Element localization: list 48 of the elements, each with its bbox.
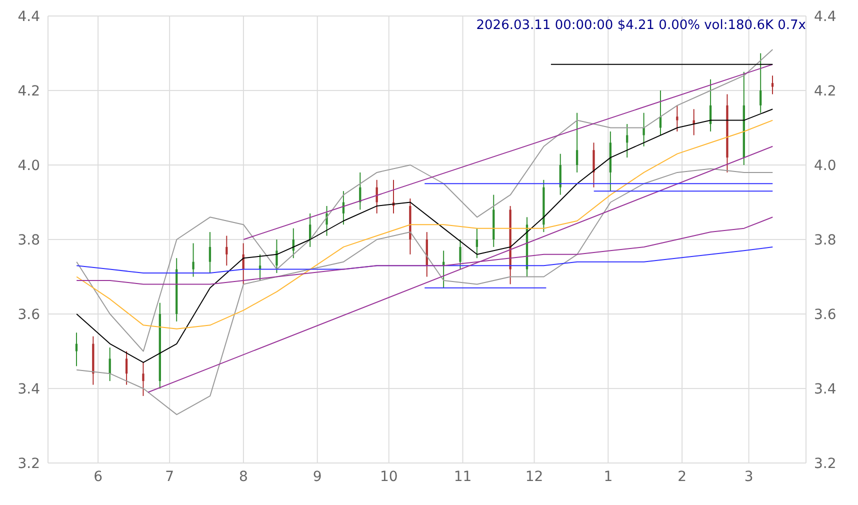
y-tick-label: 3.4 <box>18 381 40 398</box>
candlestick <box>576 112 578 173</box>
candlestick <box>125 350 128 386</box>
x-tick-label: 8 <box>239 468 248 485</box>
candlestick <box>459 239 462 270</box>
y-tick-label: 4.4 <box>18 8 40 25</box>
x-tick-label: 9 <box>312 468 322 485</box>
x-tick-label: 6 <box>94 468 103 485</box>
y-tick-label: 3.6 <box>18 306 40 323</box>
candlestick <box>642 112 645 147</box>
x-tick-label: 1 <box>604 468 613 485</box>
x-tick-label: 2 <box>678 468 687 485</box>
candlestick <box>592 142 595 188</box>
y2-tick-label: 3.8 <box>814 232 836 248</box>
x-tick-label: 11 <box>454 468 472 485</box>
line-series <box>76 49 774 352</box>
x-tick-label: 12 <box>525 468 544 485</box>
candlestick <box>476 228 478 259</box>
y2-tick-label: 3.2 <box>814 456 836 472</box>
x-tick-label: 7 <box>165 468 174 485</box>
chart-title: 2026.03.11 00:00:00 $4.21 0.00% vol:180.6K 0.7x <box>476 18 806 33</box>
y-tick-label: 4.2 <box>18 83 40 100</box>
candlestick <box>208 232 212 274</box>
candlestick <box>75 332 78 367</box>
candlestick <box>760 52 762 114</box>
y-tick-label: 4.0 <box>18 158 40 174</box>
y-tick-label: 3.8 <box>18 232 40 248</box>
y2-tick-label: 3.4 <box>814 381 836 398</box>
candlestick <box>559 153 562 196</box>
y-tick-label: 3.2 <box>18 456 40 472</box>
candlestick <box>226 235 228 266</box>
candlestick <box>276 239 278 274</box>
x-tick-label: 3 <box>744 468 754 485</box>
y2-tick-label: 4.4 <box>814 8 836 25</box>
candlestick <box>676 104 678 132</box>
y2-tick-label: 3.6 <box>814 306 836 323</box>
candlestick <box>192 242 194 278</box>
candlestick <box>626 124 628 158</box>
line-series <box>76 168 774 416</box>
candlestick <box>771 75 774 95</box>
candlestick <box>142 362 144 396</box>
candlestick <box>659 90 662 136</box>
x-tick-label: 10 <box>380 468 398 485</box>
line-series <box>76 120 774 330</box>
candlestick <box>326 205 328 236</box>
y2-tick-label: 4.0 <box>814 158 836 174</box>
y2-tick-label: 4.2 <box>814 83 836 100</box>
candlestick <box>108 347 111 382</box>
